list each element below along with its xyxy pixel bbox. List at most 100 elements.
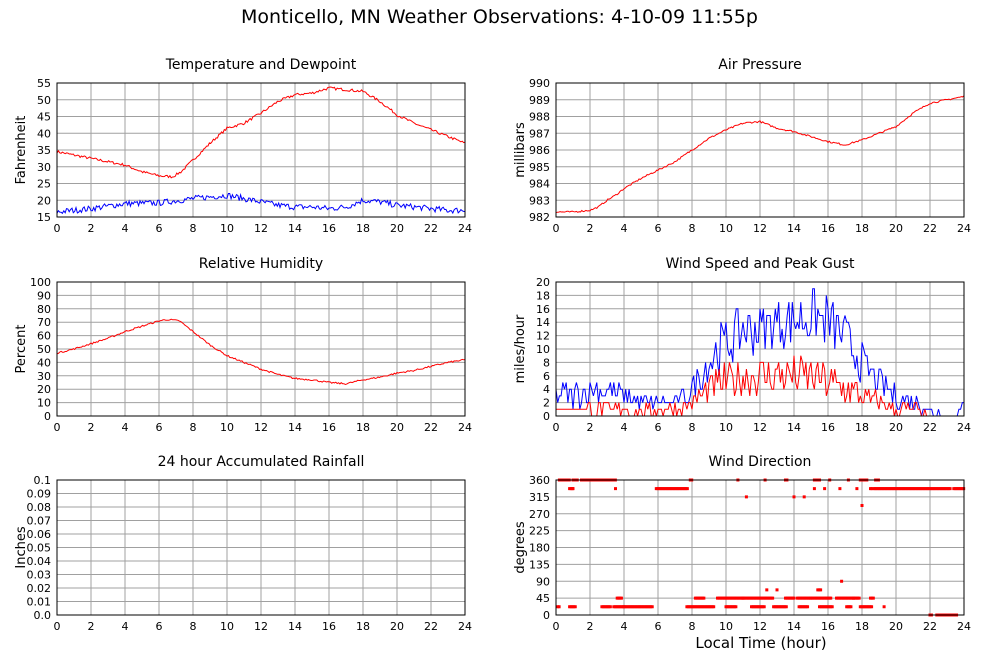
direction-point [734, 605, 738, 609]
direction-point [819, 588, 823, 592]
y-tick-label: 315 [529, 491, 550, 504]
direction-point [855, 487, 859, 491]
y-tick-label: 70 [37, 316, 51, 329]
direction-point [571, 487, 575, 491]
x-tick-label: 8 [190, 421, 197, 434]
y-tick-label: 12 [536, 330, 550, 343]
series-line-red [56, 318, 466, 386]
plot-frame [555, 281, 965, 417]
x-tick-label: 12 [254, 620, 268, 633]
series-line-red [555, 95, 965, 214]
direction-point [771, 596, 775, 600]
y-tick-label: 40 [37, 127, 51, 140]
x-tick-label: 16 [322, 421, 336, 434]
y-tick-label: 983 [529, 194, 550, 207]
y-tick-label: 0.04 [27, 555, 52, 568]
plot-frame [56, 479, 466, 616]
y-tick-label: 982 [529, 211, 550, 224]
x-tick-label: 24 [458, 620, 472, 633]
y-tick-label: 0 [543, 609, 550, 622]
direction-point [840, 579, 844, 583]
x-tick-label: 16 [821, 222, 835, 235]
x-tick-label: 0 [553, 421, 560, 434]
y-axis-label: Percent [14, 325, 29, 374]
x-tick-label: 10 [719, 421, 733, 434]
y-tick-label: 0.0 [34, 609, 52, 622]
x-tick-label: 14 [787, 421, 801, 434]
y-axis-label: miles/hour [513, 314, 528, 383]
y-tick-label: 20 [37, 383, 51, 396]
y-tick-label: 45 [37, 111, 51, 124]
y-tick-label: 60 [37, 330, 51, 343]
y-tick-label: 100 [30, 276, 51, 289]
series-line-red [556, 355, 964, 417]
x-tick-label: 14 [787, 222, 801, 235]
y-tick-label: 50 [37, 343, 51, 356]
x-tick-label: 14 [288, 620, 302, 633]
y-tick-label: 45 [536, 592, 550, 605]
direction-point [762, 605, 766, 609]
x-tick-label: 22 [923, 620, 937, 633]
y-tick-label: 0.08 [27, 501, 52, 514]
x-tick-label: 16 [821, 620, 835, 633]
x-tick-label: 18 [356, 421, 370, 434]
x-tick-label: 2 [587, 421, 594, 434]
x-tick-label: 24 [957, 421, 971, 434]
series-line-blue [555, 288, 964, 417]
plot-frame [555, 82, 965, 218]
series-line-red [56, 86, 466, 179]
y-tick-label: 90 [37, 289, 51, 302]
direction-point [806, 605, 810, 609]
x-tick-label: 22 [424, 421, 438, 434]
direction-point [712, 605, 716, 609]
chart-title: Wind Direction [709, 454, 812, 470]
x-tick-label: 12 [753, 620, 767, 633]
x-tick-label: 24 [957, 222, 971, 235]
direction-point [857, 596, 861, 600]
x-tick-label: 14 [787, 620, 801, 633]
x-tick-label: 4 [122, 222, 129, 235]
x-tick-label: 6 [156, 620, 163, 633]
y-axis-label: millibars [513, 122, 528, 178]
x-tick-label: 16 [322, 620, 336, 633]
x-tick-label: 8 [689, 222, 696, 235]
direction-point [948, 487, 952, 491]
x-tick-label: 20 [390, 222, 404, 235]
y-tick-label: 10 [37, 397, 51, 410]
y-tick-label: 80 [37, 303, 51, 316]
x-tick-label: 2 [88, 620, 95, 633]
x-tick-label: 20 [889, 421, 903, 434]
x-tick-label: 0 [54, 222, 61, 235]
y-tick-label: 0 [543, 410, 550, 423]
y-tick-label: 985 [529, 161, 550, 174]
x-tick-label: 22 [923, 222, 937, 235]
direction-point [573, 605, 577, 609]
x-tick-label: 14 [288, 222, 302, 235]
x-tick-label: 10 [220, 620, 234, 633]
x-tick-label: 18 [356, 620, 370, 633]
x-tick-label: 18 [356, 222, 370, 235]
chart-title: Air Pressure [718, 57, 801, 73]
y-tick-label: 0.09 [27, 488, 52, 501]
y-tick-label: 987 [529, 127, 550, 140]
y-tick-label: 0.01 [27, 596, 52, 609]
direction-point [812, 487, 816, 491]
x-tick-label: 8 [190, 620, 197, 633]
direction-point [619, 596, 623, 600]
y-tick-label: 16 [536, 303, 550, 316]
y-tick-label: 55 [37, 77, 51, 90]
x-tick-label: 10 [719, 222, 733, 235]
direction-point [870, 605, 874, 609]
y-tick-label: 0.02 [27, 582, 52, 595]
plot-frame [555, 479, 965, 616]
x-tick-label: 10 [719, 620, 733, 633]
x-tick-label: 8 [190, 222, 197, 235]
y-tick-label: 30 [37, 370, 51, 383]
y-tick-label: 4 [543, 383, 550, 396]
y-tick-label: 20 [37, 194, 51, 207]
plot-frame [56, 82, 466, 218]
y-tick-label: 30 [37, 161, 51, 174]
